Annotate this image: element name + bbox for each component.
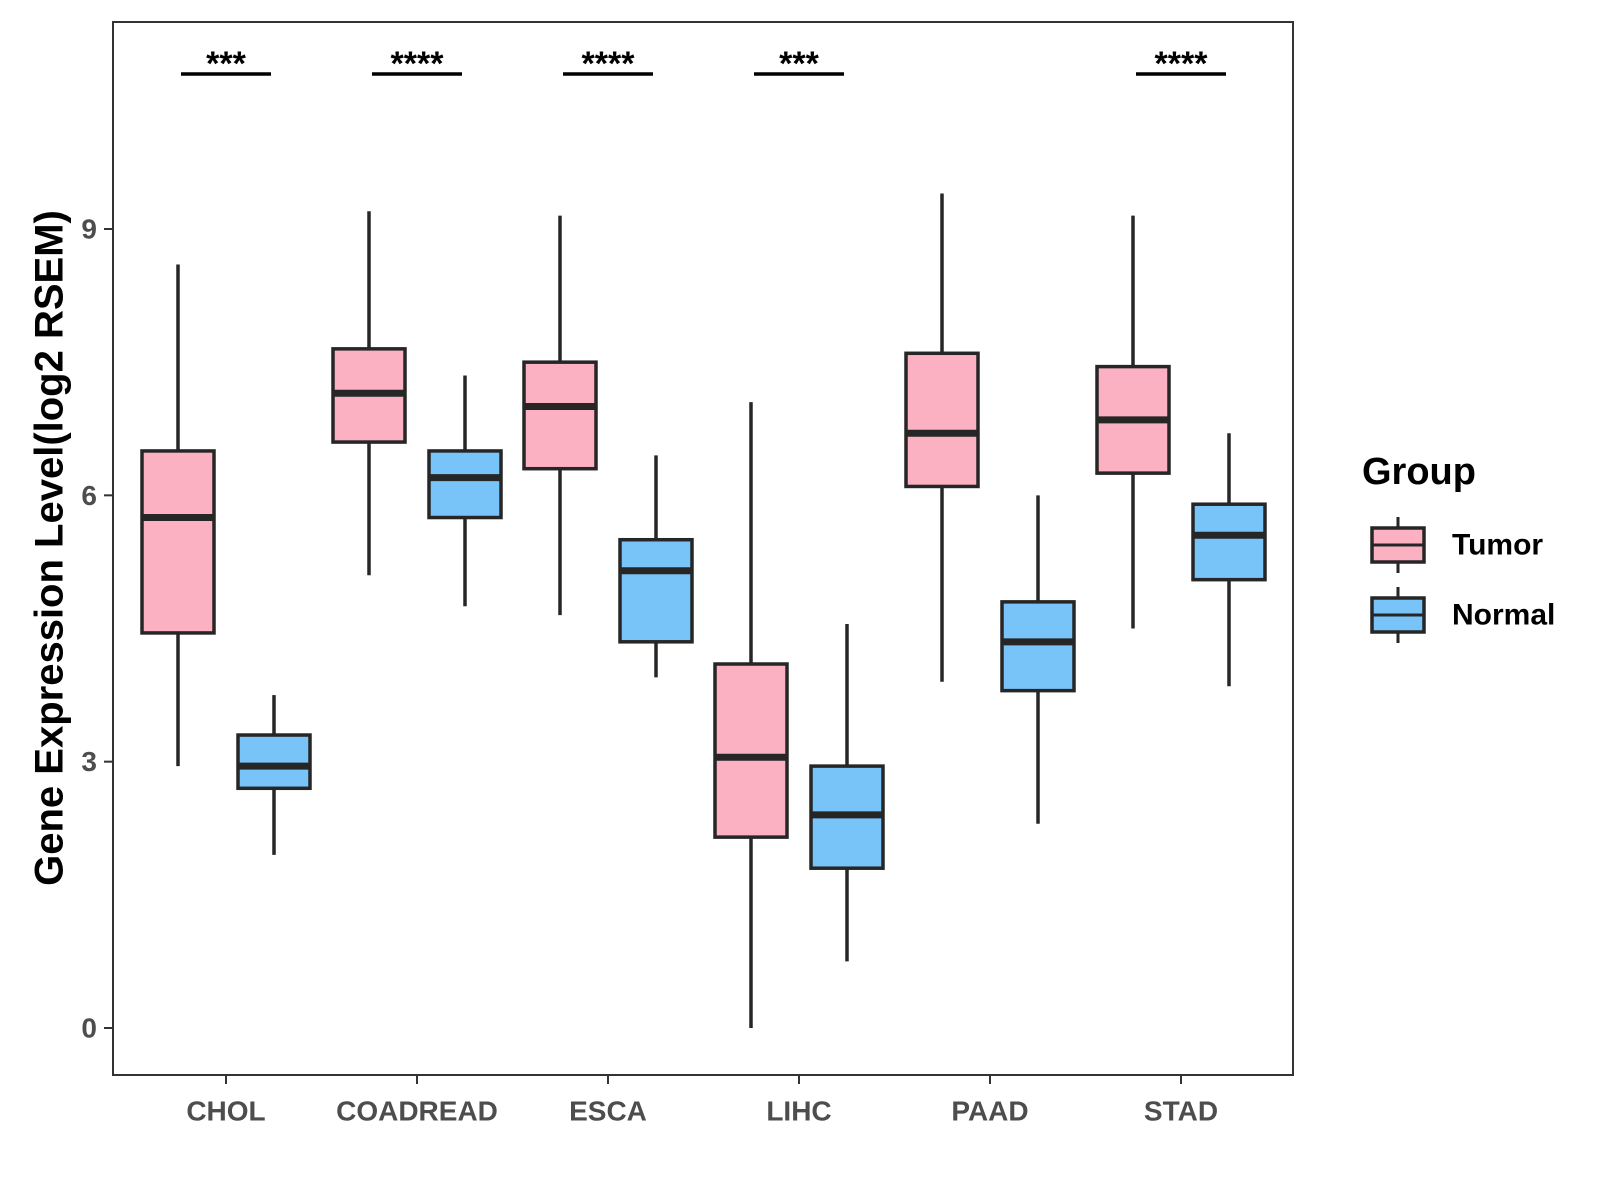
box-normal-chol	[236, 695, 312, 855]
box-tumor-coadread	[331, 211, 407, 576]
chart-axes: 0 3 6 9 CHOL COADREAD ESCA LIHC PAAD STAD	[81, 214, 1218, 1127]
legend-label: Tumor	[1452, 529, 1543, 562]
box-normal-lihc	[809, 624, 885, 962]
x-tick-label: COADREAD	[336, 1096, 498, 1127]
legend: Group Tumor Normal	[1362, 451, 1555, 643]
significance-coadread: ****	[372, 45, 462, 83]
box-body	[236, 733, 312, 791]
legend-title: Group	[1362, 451, 1476, 493]
chart-marks: *** **** **** *** ****	[140, 45, 1267, 1028]
x-tick-label: PAAD	[951, 1096, 1028, 1127]
significance-stad: ****	[1136, 45, 1226, 83]
box-normal-stad	[1191, 433, 1267, 687]
box-body	[713, 662, 789, 839]
y-tick-label: 6	[81, 480, 97, 511]
significance-stars: ****	[391, 45, 445, 83]
box-body	[1000, 600, 1076, 693]
y-axis-title: Gene Expression Level(log2 RSEM)	[28, 210, 72, 886]
significance-stars: ***	[206, 45, 246, 83]
box-normal-paad	[1000, 495, 1076, 824]
box-tumor-chol	[140, 264, 216, 767]
box-body	[1191, 502, 1267, 582]
significance-stars: ****	[582, 45, 636, 83]
box-tumor-esca	[522, 215, 598, 616]
legend-item-tumor: Tumor	[1370, 517, 1543, 573]
box-tumor-paad	[904, 193, 980, 682]
y-tick-label: 3	[81, 746, 97, 777]
y-tick-label: 9	[81, 214, 97, 245]
box-normal-coadread	[427, 375, 503, 607]
significance-stars: ***	[779, 45, 819, 83]
box-body	[618, 537, 694, 644]
box-body	[904, 351, 980, 489]
legend-label: Normal	[1452, 599, 1555, 632]
significance-lihc: ***	[754, 45, 844, 83]
legend-items: Tumor Normal	[1370, 517, 1555, 643]
x-tick-label: CHOL	[186, 1096, 265, 1127]
box-body	[522, 360, 598, 471]
box-body	[140, 449, 216, 635]
significance-esca: ****	[563, 45, 653, 83]
box-tumor-stad	[1095, 215, 1171, 629]
x-tick-label: STAD	[1144, 1096, 1218, 1127]
box-tumor-lihc	[713, 402, 789, 1028]
significance-stars: ****	[1155, 45, 1209, 83]
y-tick-label: 0	[81, 1013, 97, 1044]
box-normal-esca	[618, 455, 694, 678]
box-body	[427, 449, 503, 520]
x-tick-label: ESCA	[569, 1096, 647, 1127]
plot-panel-border	[112, 21, 1294, 1076]
x-tick-label: LIHC	[766, 1096, 831, 1127]
legend-item-normal: Normal	[1370, 587, 1555, 643]
significance-chol: ***	[181, 45, 271, 83]
